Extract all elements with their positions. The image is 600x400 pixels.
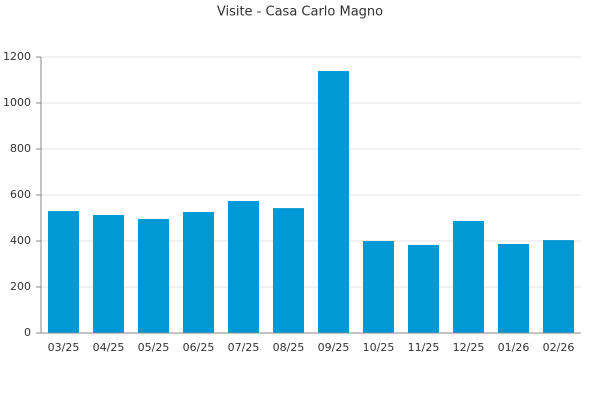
y-tick-label: 800	[10, 142, 31, 155]
y-tick-label: 400	[10, 234, 31, 247]
bar	[453, 220, 484, 333]
bar	[498, 243, 529, 333]
bar	[543, 240, 574, 333]
bar	[48, 211, 79, 333]
y-tick-label: 600	[10, 188, 31, 201]
x-tick-label: 08/25	[273, 341, 305, 354]
x-tick-label: 12/25	[453, 341, 485, 354]
x-tick-label: 11/25	[408, 341, 440, 354]
bar	[408, 244, 439, 333]
x-tick-label: 07/25	[228, 341, 260, 354]
x-tick-label: 04/25	[93, 341, 125, 354]
y-tick-label: 1200	[3, 50, 31, 63]
bar	[183, 212, 214, 333]
bar	[318, 71, 349, 333]
chart-title: Visite - Casa Carlo Magno	[217, 5, 383, 20]
x-tick-label: 06/25	[183, 341, 215, 354]
bar	[138, 218, 169, 333]
x-tick-label: 02/26	[543, 341, 575, 354]
bar	[363, 241, 394, 333]
x-tick-label: 03/25	[48, 341, 80, 354]
y-tick-label: 0	[24, 326, 31, 339]
x-tick-label: 01/26	[498, 341, 530, 354]
bar	[93, 215, 124, 333]
x-tick-label: 05/25	[138, 341, 170, 354]
y-tick-label: 200	[10, 280, 31, 293]
bar	[273, 208, 304, 333]
x-tick-label: 09/25	[318, 341, 350, 354]
x-tick-label: 10/25	[363, 341, 395, 354]
bar	[228, 200, 259, 333]
y-tick-label: 1000	[3, 96, 31, 109]
